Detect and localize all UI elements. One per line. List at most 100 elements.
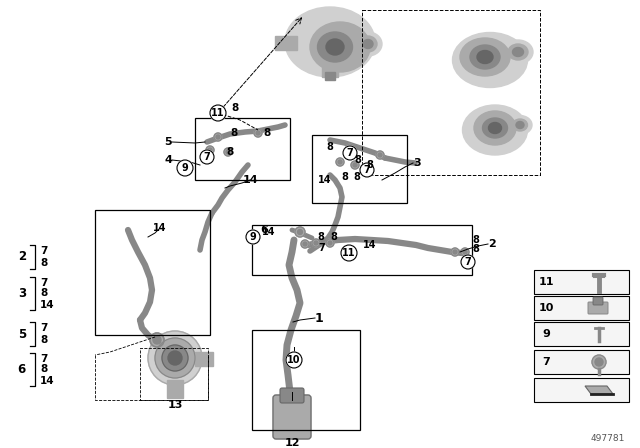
- Text: 2: 2: [488, 239, 496, 249]
- Text: 3: 3: [18, 287, 26, 300]
- Text: 11: 11: [211, 108, 225, 118]
- Circle shape: [461, 255, 475, 269]
- Text: 8: 8: [230, 128, 237, 138]
- Text: 5: 5: [18, 327, 26, 340]
- Circle shape: [326, 239, 334, 247]
- Text: 8: 8: [342, 172, 348, 182]
- Ellipse shape: [460, 38, 510, 76]
- Text: 8: 8: [472, 244, 479, 254]
- Ellipse shape: [516, 121, 524, 129]
- Ellipse shape: [483, 118, 508, 138]
- Text: 9: 9: [250, 232, 257, 242]
- Text: 4: 4: [164, 155, 172, 165]
- Circle shape: [341, 245, 357, 261]
- Circle shape: [214, 133, 222, 141]
- Circle shape: [592, 355, 606, 369]
- Circle shape: [463, 250, 467, 254]
- Circle shape: [295, 227, 305, 237]
- Bar: [322, 47, 338, 77]
- Text: 8: 8: [264, 128, 271, 138]
- Text: 11: 11: [342, 248, 356, 258]
- Text: 10: 10: [287, 355, 301, 365]
- Bar: [534, 270, 629, 294]
- Text: 8: 8: [227, 147, 234, 157]
- FancyBboxPatch shape: [273, 395, 311, 439]
- Text: 7: 7: [347, 148, 353, 158]
- Text: 7: 7: [40, 353, 47, 363]
- Bar: [140, 348, 208, 400]
- Circle shape: [155, 338, 195, 378]
- Text: 7: 7: [465, 257, 472, 267]
- Ellipse shape: [503, 40, 533, 64]
- Circle shape: [453, 250, 457, 254]
- Bar: [275, 36, 297, 50]
- Circle shape: [150, 333, 164, 347]
- Text: 14: 14: [242, 175, 258, 185]
- Text: 5: 5: [164, 137, 172, 147]
- Circle shape: [162, 345, 188, 371]
- Text: 7: 7: [319, 243, 325, 253]
- Ellipse shape: [285, 7, 375, 77]
- Bar: [534, 378, 629, 402]
- Text: 8: 8: [326, 142, 333, 152]
- Circle shape: [461, 248, 469, 256]
- Circle shape: [378, 153, 382, 157]
- Ellipse shape: [508, 44, 528, 60]
- Bar: [95, 210, 210, 335]
- Text: 14: 14: [364, 240, 377, 250]
- Circle shape: [177, 160, 193, 176]
- Text: 6: 6: [260, 225, 268, 235]
- Ellipse shape: [310, 22, 370, 72]
- Bar: [195, 118, 290, 180]
- Text: 7: 7: [40, 277, 47, 288]
- Text: 8: 8: [317, 232, 324, 242]
- Text: 7: 7: [40, 323, 47, 333]
- Circle shape: [343, 146, 357, 160]
- Bar: [252, 330, 360, 430]
- Ellipse shape: [470, 45, 500, 69]
- FancyBboxPatch shape: [593, 297, 603, 305]
- Bar: [534, 322, 629, 346]
- Bar: [325, 72, 335, 80]
- Ellipse shape: [513, 47, 524, 56]
- Circle shape: [360, 163, 374, 177]
- FancyBboxPatch shape: [280, 388, 304, 403]
- Text: 2: 2: [18, 250, 26, 263]
- Circle shape: [206, 146, 214, 154]
- Bar: [534, 350, 629, 374]
- Circle shape: [210, 105, 226, 121]
- Text: 8: 8: [353, 172, 360, 182]
- Text: 8: 8: [232, 103, 239, 113]
- Text: 7: 7: [542, 357, 550, 367]
- Text: 8: 8: [331, 232, 337, 242]
- Text: 14: 14: [40, 375, 54, 385]
- Bar: [312, 135, 407, 203]
- Text: 8: 8: [355, 155, 362, 165]
- Circle shape: [348, 146, 352, 150]
- Text: 14: 14: [318, 175, 332, 185]
- Text: 8: 8: [472, 235, 479, 245]
- Bar: [534, 296, 629, 320]
- Circle shape: [224, 148, 232, 156]
- Circle shape: [153, 336, 161, 344]
- Text: 11: 11: [538, 277, 554, 287]
- Circle shape: [336, 158, 344, 166]
- Circle shape: [376, 151, 384, 159]
- Circle shape: [303, 242, 307, 246]
- Circle shape: [351, 161, 359, 169]
- Circle shape: [353, 163, 357, 167]
- Circle shape: [216, 135, 220, 139]
- Circle shape: [168, 351, 182, 365]
- Polygon shape: [585, 386, 613, 394]
- Ellipse shape: [359, 36, 377, 52]
- Circle shape: [246, 230, 260, 244]
- Text: 1: 1: [315, 311, 324, 324]
- Text: 13: 13: [167, 400, 182, 410]
- Ellipse shape: [488, 122, 502, 134]
- Ellipse shape: [513, 119, 527, 131]
- Text: 7: 7: [40, 246, 47, 256]
- Bar: [252, 225, 472, 275]
- Text: 8: 8: [367, 160, 373, 170]
- Circle shape: [451, 248, 459, 256]
- Circle shape: [338, 160, 342, 164]
